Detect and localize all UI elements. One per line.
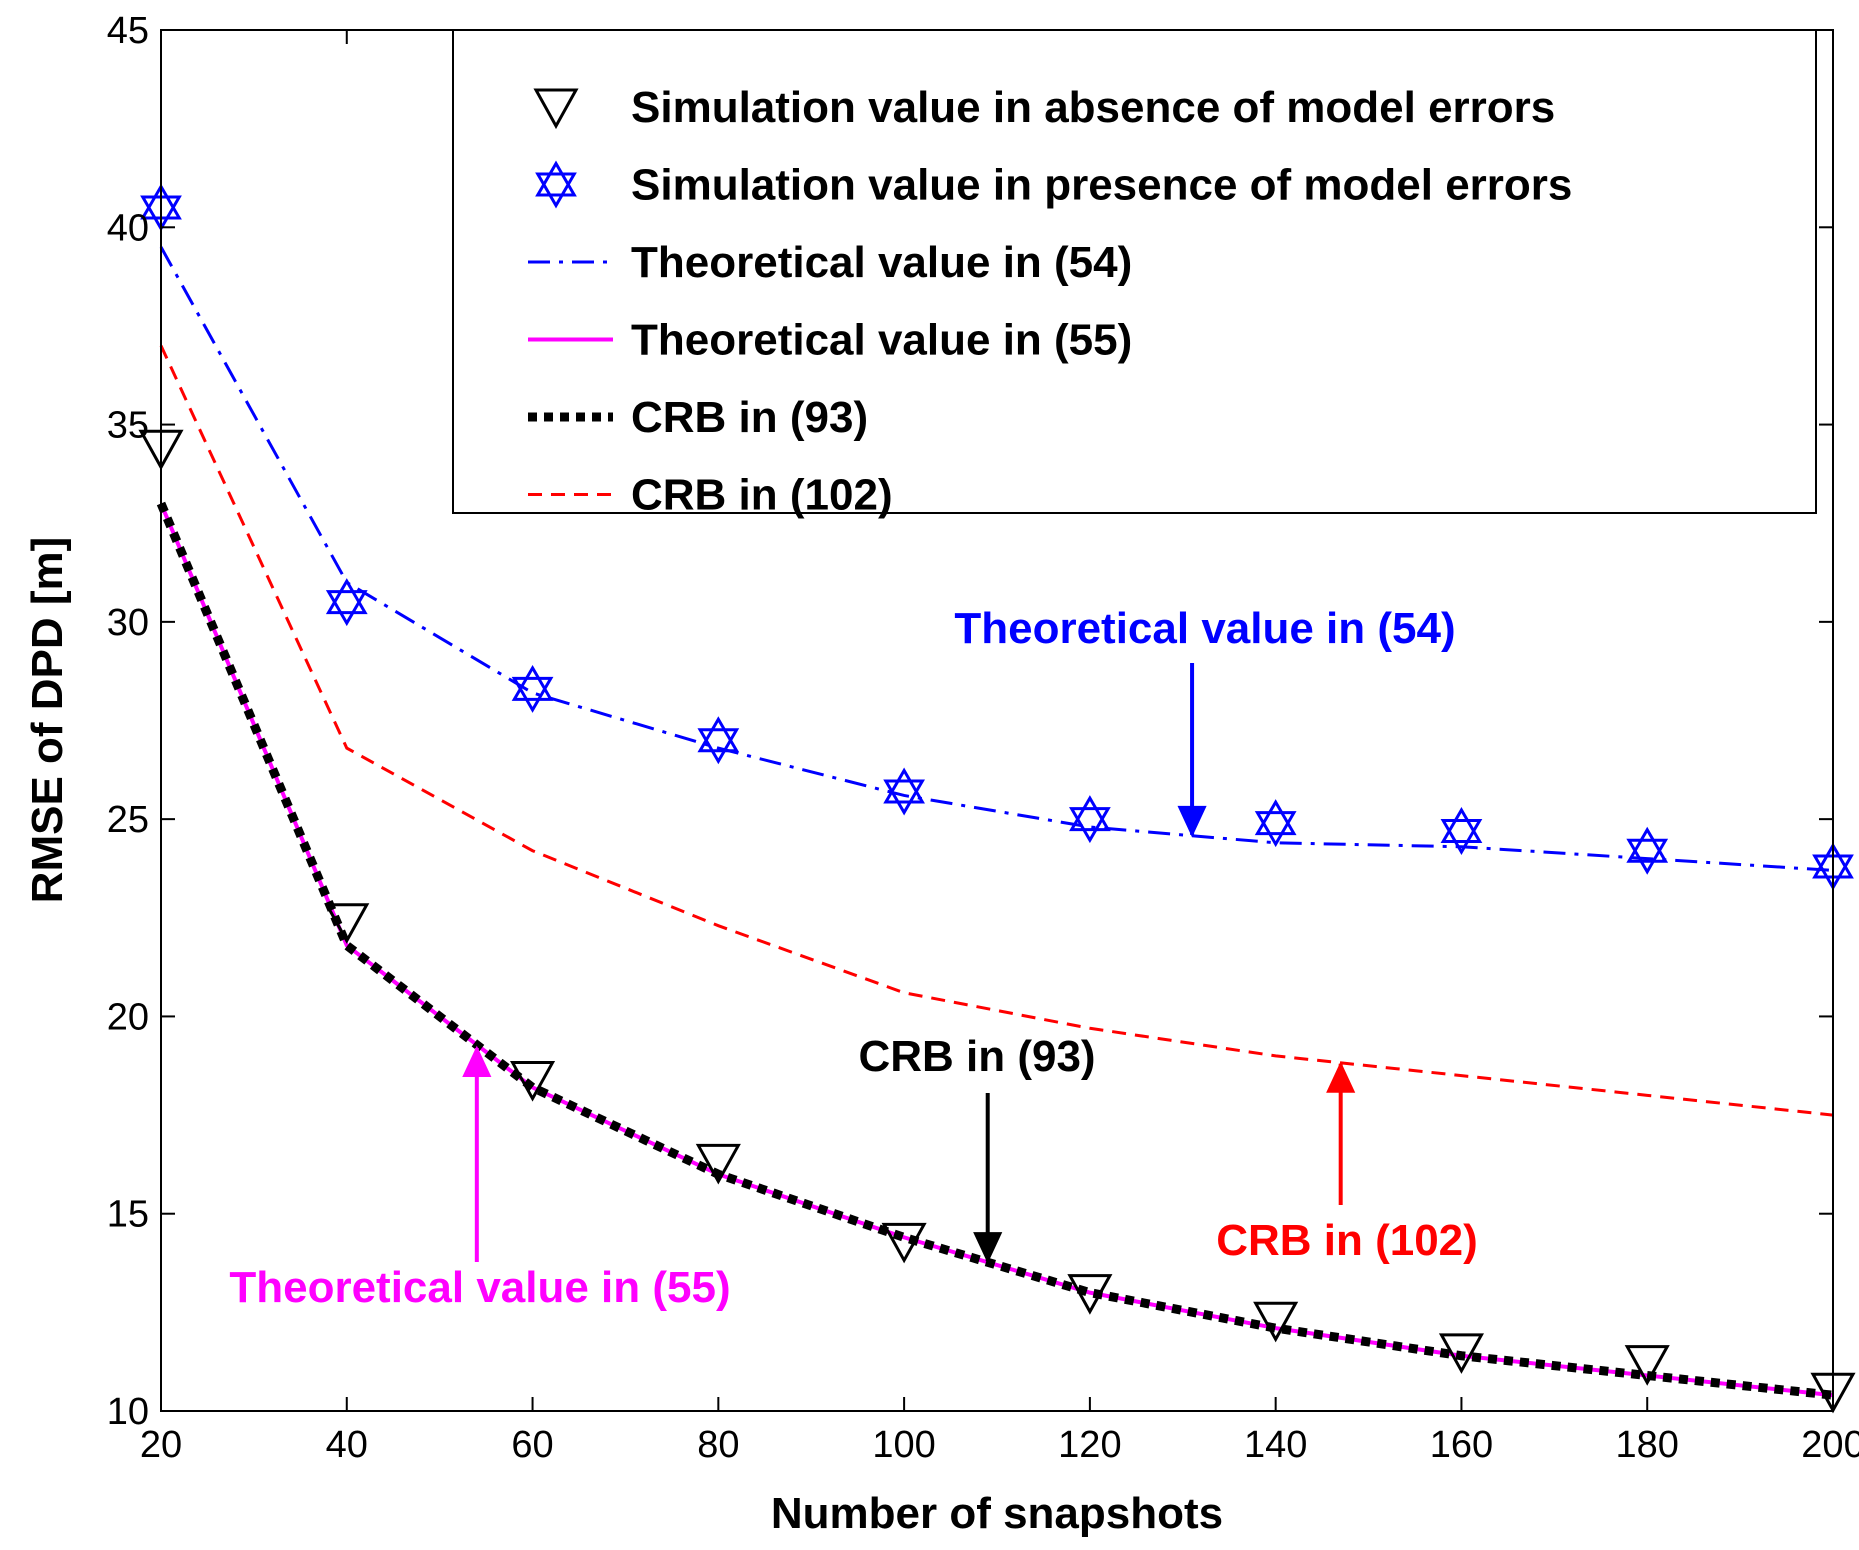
legend-symbol-triangle [533, 88, 579, 130]
annotation-label: CRB in (102) [1216, 1216, 1478, 1265]
hexagram-up [325, 578, 368, 615]
legend-item: Theoretical value in (55) [528, 316, 1132, 365]
plot-markers [138, 183, 1856, 1414]
annotation: Theoretical value in (54) [954, 604, 1456, 838]
hexagram-down [883, 779, 925, 816]
x-tick-label: 200 [1801, 1424, 1859, 1466]
data-point-star [1254, 799, 1297, 848]
annotation-arrow-head [1326, 1061, 1356, 1093]
annotations: Theoretical value in (54) CRB in (93) Theo… [229, 604, 1477, 1312]
annotation-label: Theoretical value in (55) [229, 1263, 730, 1312]
data-point-triangle [1438, 1333, 1484, 1374]
annotation-label: Theoretical value in (54) [954, 604, 1455, 653]
data-point-star [697, 716, 740, 765]
data-point-triangle [1067, 1274, 1113, 1315]
x-tick-label: 120 [1058, 1424, 1121, 1466]
legend-item: CRB in (93) [528, 393, 868, 442]
series-line [159, 345, 1834, 1117]
series-line [156, 501, 1834, 1400]
legend-item: Simulation value in presence of model er… [535, 160, 1572, 210]
legend-box [452, 29, 1817, 514]
y-tick-label: 35 [107, 405, 149, 447]
annotation-arrow-head [462, 1045, 492, 1077]
hexagram-down [511, 676, 554, 713]
x-tick-label: 20 [140, 1424, 182, 1466]
data-point-star [883, 767, 925, 816]
hexagram-up [535, 160, 577, 197]
y-tick-label: 20 [107, 996, 149, 1038]
annotation-label: CRB in (93) [858, 1032, 1095, 1081]
annotation-arrow-head [973, 1232, 1003, 1264]
y-tick-label: 15 [107, 1194, 149, 1236]
hexagram-down [325, 590, 368, 627]
hexagram-down [1254, 811, 1297, 848]
y-tick-label: 45 [107, 10, 149, 52]
axis-ticks: 20 40 60 80 100 120 140 160 180 200 10 15 20 25 30 35 40… [107, 10, 1859, 1466]
legend-label: Theoretical value in (54) [631, 238, 1132, 287]
hexagram-down [1069, 807, 1111, 844]
data-point-star [511, 664, 554, 713]
data-point-triangle [881, 1222, 927, 1264]
x-tick-label: 160 [1430, 1424, 1493, 1466]
annotation: Theoretical value in (55) [229, 1045, 731, 1312]
data-point-star [1440, 806, 1483, 855]
hexagram-up [511, 664, 554, 701]
legend-label: Simulation value in presence of model er… [631, 161, 1572, 210]
y-tick-label: 40 [107, 207, 149, 249]
data-point-triangle [1624, 1345, 1670, 1386]
legend-label: Simulation value in absence of model err… [631, 83, 1555, 132]
data-point-star [1626, 826, 1669, 875]
hexagram-up [1069, 795, 1111, 832]
y-tick-label: 10 [107, 1391, 149, 1433]
annotation: CRB in (93) [858, 1032, 1096, 1264]
y-tick-label: 25 [107, 799, 149, 841]
hexagram-down [1440, 818, 1483, 855]
legend-label: CRB in (93) [631, 393, 868, 442]
hexagram-down [697, 728, 740, 765]
series-line [159, 246, 1834, 872]
x-axis-label: Number of snapshots [771, 1489, 1223, 1538]
data-point-triangle [695, 1143, 741, 1185]
data-point-star [325, 578, 368, 627]
annotation-arrow-head [1177, 805, 1207, 838]
hexagram-down [535, 172, 577, 209]
data-point-star [1069, 795, 1111, 844]
x-tick-label: 40 [326, 1424, 368, 1466]
legend-symbol-star [535, 160, 577, 209]
hexagram-up [1626, 826, 1669, 863]
legend-item: Theoretical value in (54) [528, 238, 1132, 287]
x-tick-label: 80 [697, 1424, 739, 1466]
hexagram-up [697, 716, 740, 753]
hexagram-up [1254, 799, 1297, 836]
hexagram-up [883, 767, 925, 804]
legend-item: CRB in (102) [528, 471, 893, 520]
y-axis-label: RMSE of DPD [m] [23, 537, 72, 904]
plot-lines [156, 246, 1834, 1400]
annotation: CRB in (102) [1216, 1061, 1478, 1265]
legend-label: CRB in (102) [631, 471, 893, 520]
legend-label: Theoretical value in (55) [631, 316, 1132, 365]
data-point-triangle [1253, 1301, 1299, 1343]
x-tick-label: 100 [872, 1424, 935, 1466]
y-tick-label: 30 [107, 602, 149, 644]
x-tick-label: 180 [1616, 1424, 1679, 1466]
legend-item: Simulation value in absence of model err… [533, 83, 1555, 132]
hexagram-down [1626, 838, 1669, 875]
data-point-triangle [510, 1061, 556, 1102]
x-tick-label: 140 [1244, 1424, 1307, 1466]
data-point-triangle [324, 903, 370, 944]
x-tick-label: 60 [511, 1424, 553, 1466]
legend: Simulation value in absence of model err… [452, 29, 1817, 520]
hexagram-up [1440, 806, 1483, 843]
